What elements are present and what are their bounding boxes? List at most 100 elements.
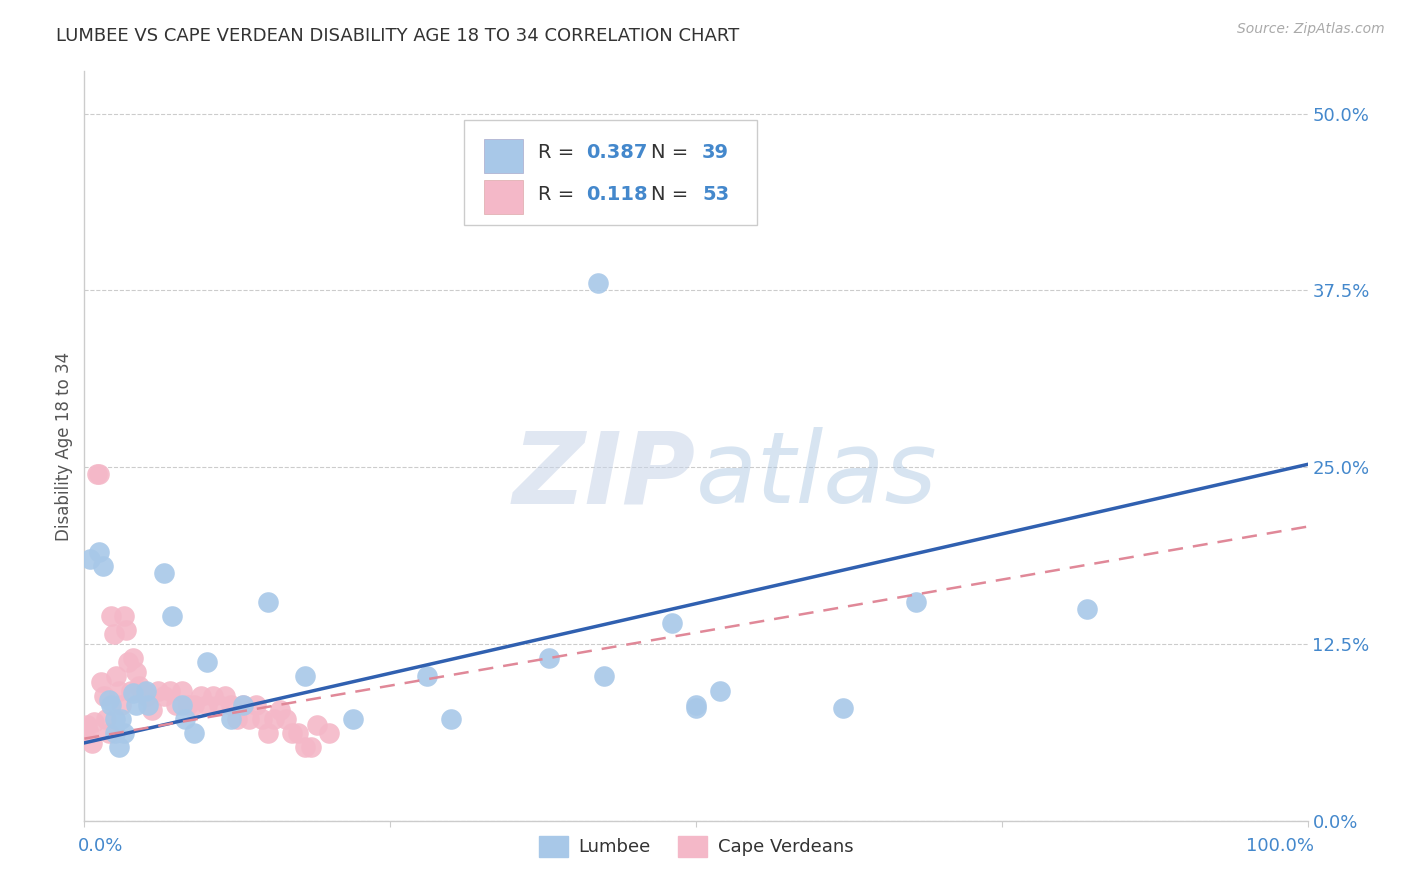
Point [318, 726, 340, 740]
Point [416, 669, 439, 683]
Point [195, 698, 218, 712]
Point [219, 712, 242, 726]
Point [103, 627, 125, 641]
Point [90, 675, 112, 690]
FancyBboxPatch shape [484, 180, 523, 214]
Point [125, 698, 148, 712]
Point [172, 698, 194, 712]
Text: Source: ZipAtlas.com: Source: ZipAtlas.com [1237, 22, 1385, 37]
Point [232, 698, 254, 712]
FancyBboxPatch shape [464, 120, 758, 225]
Point [153, 690, 176, 704]
Text: R =: R = [538, 143, 581, 161]
Point [80, 736, 103, 750]
Point [1076, 601, 1098, 615]
Point [226, 712, 249, 726]
Y-axis label: Disability Age 18 to 34: Disability Age 18 to 34 [55, 351, 73, 541]
Point [107, 740, 129, 755]
Point [91, 559, 114, 574]
Point [87, 545, 110, 559]
Point [132, 683, 155, 698]
Point [104, 712, 127, 726]
Point [305, 717, 328, 731]
Point [115, 623, 138, 637]
Point [440, 712, 463, 726]
Point [135, 690, 157, 704]
Point [685, 163, 707, 178]
Point [135, 683, 157, 698]
FancyBboxPatch shape [484, 139, 523, 172]
Text: N =: N = [651, 186, 695, 204]
Text: R =: R = [538, 186, 586, 204]
Point [117, 655, 139, 669]
Text: 0.387: 0.387 [586, 143, 647, 161]
Point [153, 566, 176, 581]
Point [162, 608, 184, 623]
Legend: Lumbee, Cape Verdeans: Lumbee, Cape Verdeans [531, 829, 860, 864]
Point [83, 714, 105, 729]
Point [107, 683, 129, 698]
Text: N =: N = [651, 143, 695, 161]
Point [159, 683, 181, 698]
Point [250, 712, 273, 726]
Point [232, 698, 254, 712]
Point [105, 669, 128, 683]
Point [195, 655, 218, 669]
Point [685, 700, 707, 714]
Point [122, 686, 145, 700]
Point [287, 726, 309, 740]
Text: atlas: atlas [696, 427, 938, 524]
Point [96, 712, 118, 726]
Point [172, 683, 194, 698]
Text: 0.118: 0.118 [586, 186, 648, 204]
Point [201, 690, 224, 704]
Text: 53: 53 [702, 186, 730, 204]
Point [593, 669, 616, 683]
Point [165, 698, 187, 712]
Text: 0.0%: 0.0% [79, 837, 124, 855]
Point [93, 690, 115, 704]
Point [299, 740, 322, 755]
Point [87, 467, 110, 482]
Point [214, 690, 236, 704]
Point [257, 726, 280, 740]
Point [905, 594, 928, 608]
Point [831, 700, 853, 714]
Point [219, 698, 242, 712]
Point [342, 712, 364, 726]
Point [183, 698, 205, 712]
Point [97, 726, 120, 740]
Point [177, 698, 200, 712]
Point [269, 703, 291, 717]
Point [276, 712, 298, 726]
Point [173, 712, 195, 726]
Point [257, 594, 280, 608]
Point [141, 703, 163, 717]
Point [76, 717, 98, 731]
Point [112, 608, 135, 623]
Point [208, 698, 231, 712]
Point [86, 467, 108, 482]
Point [685, 698, 707, 712]
Point [294, 740, 316, 755]
Point [183, 726, 205, 740]
Point [538, 651, 561, 665]
Point [263, 712, 285, 726]
Point [110, 698, 132, 712]
Point [586, 277, 609, 291]
Point [100, 698, 122, 712]
Point [120, 683, 142, 698]
Point [128, 679, 150, 693]
Point [294, 669, 316, 683]
Point [245, 698, 267, 712]
Text: 39: 39 [702, 143, 730, 161]
Point [125, 665, 148, 680]
Point [136, 698, 159, 712]
Point [661, 615, 683, 630]
Point [281, 726, 304, 740]
Text: LUMBEE VS CAPE VERDEAN DISABILITY AGE 18 TO 34 CORRELATION CHART: LUMBEE VS CAPE VERDEAN DISABILITY AGE 18… [56, 27, 740, 45]
Point [104, 726, 127, 740]
Text: 100.0%: 100.0% [1246, 837, 1313, 855]
Point [238, 712, 260, 726]
Point [100, 608, 122, 623]
